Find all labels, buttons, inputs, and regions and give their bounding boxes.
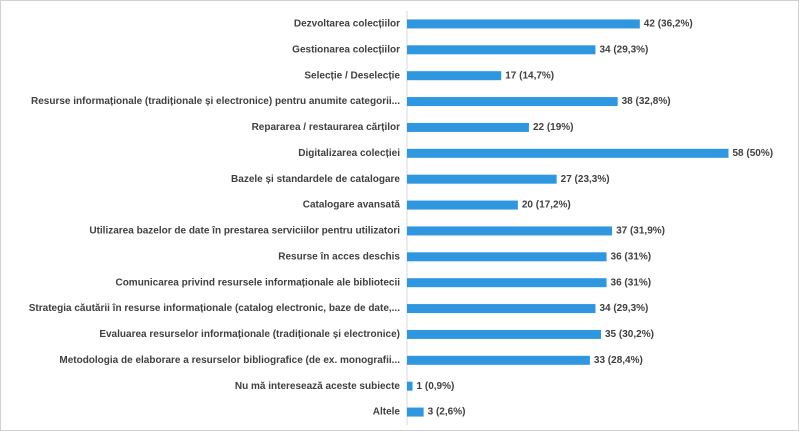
category-label: Resurse informaționale (tradiționale și … — [31, 96, 400, 107]
value-label: 3 (2,6%) — [428, 407, 466, 418]
category-label: Catalogare avansată — [303, 200, 401, 211]
value-label: 38 (32,8%) — [622, 96, 671, 107]
bar — [407, 97, 618, 107]
category-label: Bazele și standardele de catalogare — [231, 174, 400, 185]
category-label: Altele — [373, 407, 401, 418]
category-label: Selecție / Deselecție — [304, 70, 400, 81]
bar — [407, 355, 590, 365]
bar — [407, 407, 424, 417]
value-label: 34 (29,3%) — [599, 44, 648, 55]
bar — [407, 278, 607, 288]
category-label: Digitalizarea colecției — [298, 148, 400, 159]
bar — [407, 252, 607, 262]
value-label: 36 (31%) — [611, 277, 652, 288]
bar — [407, 329, 601, 339]
value-label: 20 (17,2%) — [522, 200, 571, 211]
bar — [407, 174, 557, 184]
value-label: 22 (19%) — [533, 122, 574, 133]
value-label: 1 (0,9%) — [417, 381, 455, 392]
value-label: 34 (29,3%) — [599, 303, 648, 314]
category-label: Repararea / restaurarea cărților — [252, 122, 401, 133]
category-label: Strategia căutării în resurse informațio… — [29, 303, 400, 314]
value-label: 37 (31,9%) — [616, 226, 665, 237]
category-label: Dezvoltarea colecțiilor — [294, 19, 400, 30]
bar — [407, 71, 502, 81]
value-label: 17 (14,7%) — [505, 70, 554, 81]
category-label: Comunicarea privind resursele informațio… — [115, 277, 400, 288]
value-label: 42 (36,2%) — [644, 19, 693, 30]
bar — [407, 200, 518, 210]
category-label: Nu mă interesează aceste subiecte — [235, 381, 401, 392]
bar — [407, 226, 613, 236]
bar — [407, 19, 640, 29]
category-label: Resurse în acces deschis — [278, 251, 400, 262]
category-label: Evaluarea resurselor informaționale (tra… — [99, 329, 400, 340]
category-label: Metodologia de elaborare a resurselor bi… — [59, 355, 400, 366]
bar — [407, 148, 729, 158]
value-label: 33 (28,4%) — [594, 355, 643, 366]
value-label: 36 (31%) — [611, 251, 652, 262]
category-label: Gestionarea colecțiilor — [292, 44, 400, 55]
bar — [407, 45, 596, 55]
category-label: Utilizarea bazelor de date în prestarea … — [89, 226, 400, 237]
value-label: 58 (50%) — [732, 148, 773, 159]
value-label: 35 (30,2%) — [605, 329, 654, 340]
value-label: 27 (23,3%) — [561, 174, 610, 185]
bar — [407, 304, 596, 314]
bar — [407, 122, 529, 132]
bar — [407, 381, 413, 391]
